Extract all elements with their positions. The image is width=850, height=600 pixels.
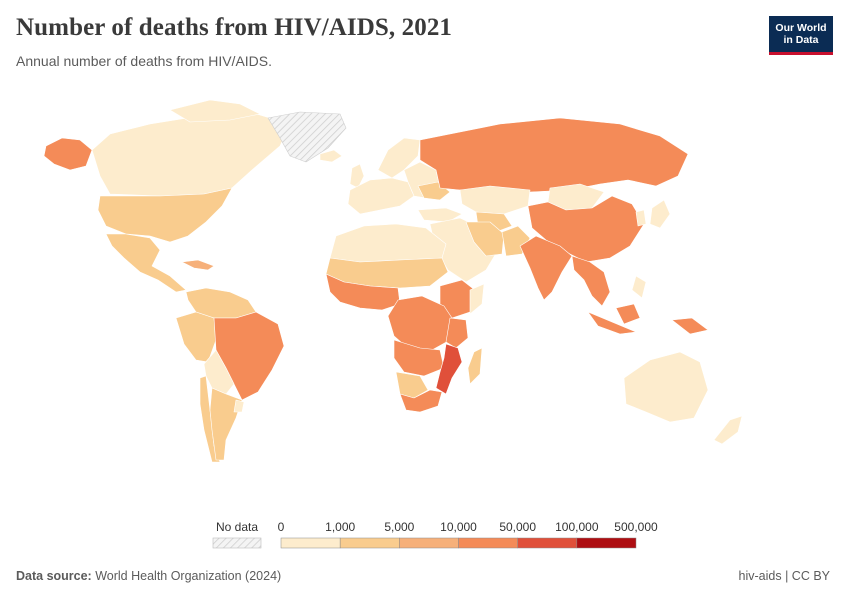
region-mainland-southeast-asia[interactable] — [571, 255, 611, 307]
legend-bin-5[interactable] — [576, 537, 637, 549]
region-alaska[interactable] — [43, 137, 93, 171]
region-uruguay[interactable] — [233, 399, 245, 413]
source-label: Data source: — [16, 569, 92, 583]
legend-bin-4[interactable] — [517, 537, 578, 549]
owid-logo[interactable]: Our World in Data — [769, 16, 833, 55]
legend-tick-1: 1,000 — [325, 520, 355, 534]
logo-line-1: Our World — [775, 22, 827, 34]
world-map[interactable] — [0, 96, 850, 476]
region-australia[interactable] — [623, 351, 709, 423]
region-southern-central-africa[interactable] — [393, 339, 445, 377]
region-iceland[interactable] — [319, 149, 343, 163]
legend-tick-6: 500,000 — [614, 520, 658, 534]
legend-bin-2[interactable] — [399, 537, 459, 549]
region-western-europe[interactable] — [347, 177, 415, 215]
region-north-africa[interactable] — [329, 223, 447, 263]
legend-tick-3: 10,000 — [440, 520, 477, 534]
region-namibia[interactable] — [395, 371, 429, 399]
region-greenland[interactable] — [267, 111, 347, 163]
region-iran[interactable] — [465, 221, 505, 257]
region-turkey[interactable] — [417, 207, 463, 223]
region-somalia[interactable] — [469, 283, 485, 315]
region-borneo[interactable] — [615, 303, 641, 325]
legend-tick-0: 0 — [278, 520, 285, 534]
legend-tick-5: 100,000 — [555, 520, 599, 534]
region-tanzania[interactable] — [445, 317, 469, 349]
legend-tick-4: 50,000 — [499, 520, 536, 534]
region-korea[interactable] — [635, 209, 647, 227]
region-united-states[interactable] — [97, 187, 233, 243]
region-scandinavia[interactable] — [377, 137, 421, 179]
region-india[interactable] — [519, 235, 573, 301]
footer-license[interactable]: hiv-aids | CC BY — [738, 569, 830, 583]
region-peru[interactable] — [175, 311, 217, 363]
legend-tick-2: 5,000 — [384, 520, 414, 534]
footer-source: Data source: World Health Organization (… — [16, 569, 281, 583]
chart-subtitle: Annual number of deaths from HIV/AIDS. — [16, 53, 273, 69]
chart-title: Number of deaths from HIV/AIDS, 2021 — [16, 14, 453, 41]
region-caribbean[interactable] — [181, 259, 215, 271]
region-bolivia-paraguay[interactable] — [203, 349, 235, 395]
region-kazakhstan[interactable] — [459, 185, 531, 215]
region-argentina[interactable] — [209, 387, 243, 461]
region-papua[interactable] — [671, 317, 709, 335]
region-canada-islands[interactable] — [169, 99, 261, 123]
region-chile[interactable] — [199, 375, 221, 463]
source-text[interactable]: World Health Organization (2024) — [95, 569, 282, 583]
legend-no-data-swatch[interactable] — [212, 537, 262, 549]
region-west-africa[interactable] — [325, 273, 401, 311]
region-indonesia[interactable] — [587, 311, 637, 335]
region-mozambique[interactable] — [435, 343, 463, 395]
legend-bin-1[interactable] — [339, 537, 400, 549]
region-russia[interactable] — [419, 117, 689, 193]
legend-bins[interactable] — [280, 537, 637, 549]
region-mexico[interactable] — [105, 233, 187, 293]
region-united-kingdom[interactable] — [349, 163, 365, 189]
region-central-africa[interactable] — [387, 295, 453, 351]
logo-line-2: in Data — [783, 34, 819, 46]
region-philippines[interactable] — [631, 275, 647, 299]
legend-labels: 0 1,000 5,000 10,000 50,000 100,000 500,000 — [278, 520, 658, 534]
legend-no-data-label: No data — [216, 520, 258, 534]
legend-bin-3[interactable] — [458, 537, 518, 549]
region-canada[interactable] — [91, 111, 291, 197]
region-madagascar[interactable] — [467, 347, 483, 385]
region-japan[interactable] — [649, 199, 671, 229]
region-south-africa[interactable] — [399, 389, 443, 413]
region-new-zealand[interactable] — [713, 415, 743, 445]
legend-bin-0[interactable] — [280, 537, 341, 549]
